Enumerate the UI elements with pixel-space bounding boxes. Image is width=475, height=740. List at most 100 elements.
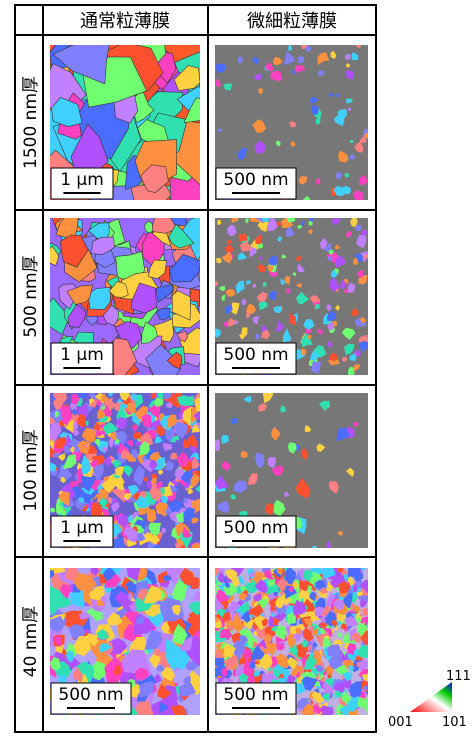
grain [62, 454, 77, 469]
grain [359, 340, 368, 353]
grain [361, 673, 368, 682]
grain [336, 568, 344, 574]
grain [183, 97, 200, 124]
grain [243, 658, 254, 677]
grain [165, 638, 184, 671]
grain [157, 683, 172, 700]
grain [219, 285, 226, 292]
grain [104, 656, 124, 684]
grain [322, 693, 331, 701]
micrograph [50, 45, 200, 200]
grain [156, 307, 171, 321]
grain [330, 270, 338, 279]
grain [166, 568, 184, 576]
grain [351, 52, 359, 61]
grain [341, 186, 351, 195]
grain [126, 439, 135, 447]
grain [161, 667, 176, 682]
grain [173, 421, 188, 439]
grain [231, 218, 239, 223]
grain [348, 664, 354, 672]
grain [71, 393, 80, 405]
grain [258, 301, 268, 310]
grain [232, 640, 246, 657]
grain [358, 622, 366, 632]
grain [176, 330, 189, 343]
grain [235, 663, 244, 677]
grain [326, 540, 332, 548]
grain [258, 403, 267, 412]
grain [296, 283, 302, 288]
grain [252, 119, 267, 133]
grain [356, 591, 363, 597]
grain [194, 412, 200, 420]
scale-bar-label: 1 µm [60, 518, 104, 538]
grain [243, 240, 249, 248]
grain [215, 439, 220, 452]
grain [267, 456, 277, 469]
grain [227, 239, 232, 245]
grain [108, 437, 114, 448]
grain [322, 636, 332, 649]
grain [135, 667, 149, 680]
grain [345, 69, 354, 80]
grain [335, 305, 340, 311]
grain [276, 643, 285, 651]
grain [256, 291, 268, 304]
grain [296, 291, 310, 305]
grain [217, 571, 225, 584]
grain [179, 635, 193, 651]
grain [332, 599, 344, 610]
grain [351, 632, 363, 644]
table-grid [14, 4, 377, 733]
grain [223, 612, 231, 617]
grain [359, 316, 367, 324]
grain [335, 244, 341, 250]
grain [355, 616, 362, 623]
grain [363, 254, 368, 259]
grain [99, 643, 112, 653]
grain [349, 154, 355, 160]
grain [114, 431, 128, 445]
row-label: 100 nm厚 [21, 429, 41, 511]
grain [341, 356, 348, 362]
grain [225, 288, 236, 297]
grain [241, 298, 247, 306]
grain [316, 443, 326, 452]
grain [166, 351, 183, 370]
grain [265, 62, 274, 72]
grain [252, 316, 260, 325]
grain [285, 585, 298, 600]
grain [182, 527, 192, 539]
grain [322, 681, 335, 695]
grain [353, 364, 361, 372]
grain [53, 393, 67, 407]
grain [258, 256, 263, 261]
grain [94, 438, 101, 447]
grain [312, 624, 319, 631]
grain [224, 581, 231, 589]
grain [314, 606, 325, 617]
grain [56, 404, 73, 427]
grain [224, 303, 233, 315]
grain [91, 501, 102, 520]
grain [344, 54, 351, 60]
grain [311, 691, 324, 704]
grain [328, 654, 343, 670]
grain [304, 424, 312, 433]
grain [300, 45, 308, 50]
grain [137, 588, 148, 601]
grain [140, 432, 154, 446]
grain [289, 121, 297, 128]
grain [257, 243, 263, 249]
grain [227, 224, 237, 237]
grain [277, 578, 288, 591]
grain [50, 507, 56, 513]
grain [83, 443, 89, 449]
grain [266, 265, 274, 273]
grain [165, 460, 174, 471]
grain [94, 422, 100, 432]
grain [238, 574, 245, 585]
grain [249, 662, 256, 670]
grain [333, 185, 345, 197]
